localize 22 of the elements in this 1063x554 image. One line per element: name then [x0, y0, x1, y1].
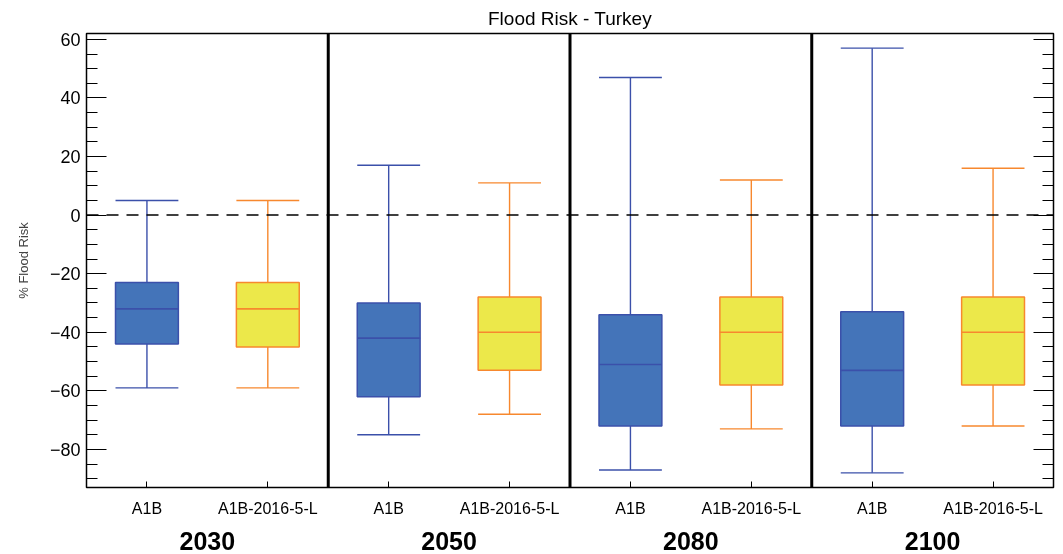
text: 2100 [904, 526, 961, 554]
x-tick-label: A1B-2016-5-L [459, 499, 560, 517]
x-tick-label: A1B [373, 499, 404, 517]
y-tick-label: 0 [70, 205, 81, 226]
y-tick-label: −60 [49, 381, 81, 402]
x-tick-label: A1B-2016-5-L [943, 499, 1043, 517]
y-axis-title: % Flood Risk [15, 221, 31, 299]
y-tick-label: −80 [49, 439, 81, 460]
x-tick-label: A1B-2016-5-L [218, 499, 318, 517]
x-tick-label: A1B [615, 499, 646, 517]
x-tick-label: A1B-2016-5-L [701, 499, 802, 517]
x-tick-label: A1B [131, 499, 163, 517]
y-tick-label: 40 [60, 88, 81, 109]
text: 2030 [179, 526, 236, 554]
y-tick-label: −40 [49, 322, 81, 343]
y-tick-label: −20 [49, 264, 81, 285]
text: 2080 [663, 526, 719, 554]
y-tick-label: 20 [60, 147, 81, 168]
text: 2050 [421, 526, 477, 554]
y-tick-label: 60 [60, 29, 81, 50]
x-tick-label: A1B [857, 499, 888, 517]
chart-title: Flood Risk - Turkey [488, 7, 653, 29]
